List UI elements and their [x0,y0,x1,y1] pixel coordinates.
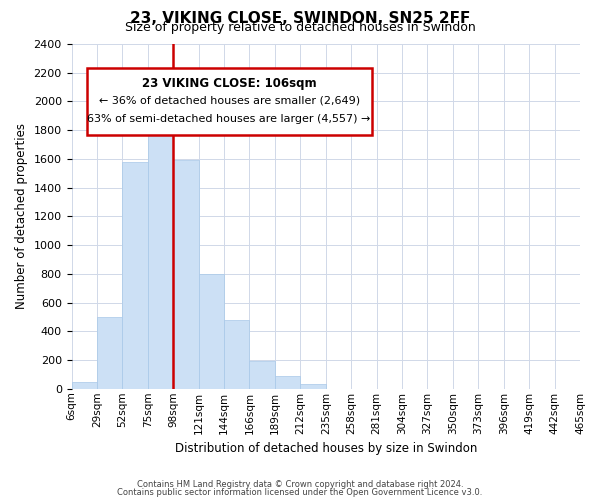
Bar [250,362,275,389]
Text: ← 36% of detached houses are smaller (2,649): ← 36% of detached houses are smaller (2,… [98,95,360,105]
Text: Contains public sector information licensed under the Open Government Licence v3: Contains public sector information licen… [118,488,482,497]
Text: Contains HM Land Registry data © Crown copyright and database right 2024.: Contains HM Land Registry data © Crown c… [137,480,463,489]
Text: 23, VIKING CLOSE, SWINDON, SN25 2FF: 23, VIKING CLOSE, SWINDON, SN25 2FF [130,11,470,26]
Y-axis label: Number of detached properties: Number of detached properties [15,124,28,310]
FancyBboxPatch shape [87,68,371,136]
Bar [97,317,122,389]
Bar [71,382,97,389]
Text: Size of property relative to detached houses in Swindon: Size of property relative to detached ho… [125,22,475,35]
Text: 23 VIKING CLOSE: 106sqm: 23 VIKING CLOSE: 106sqm [142,77,316,90]
Bar [173,160,199,389]
Bar [224,320,250,389]
Bar [301,384,326,389]
Text: 63% of semi-detached houses are larger (4,557) →: 63% of semi-detached houses are larger (… [88,114,371,124]
Bar [199,274,224,389]
Bar [275,376,301,389]
X-axis label: Distribution of detached houses by size in Swindon: Distribution of detached houses by size … [175,442,477,455]
Bar [122,162,148,389]
Bar [148,108,173,389]
